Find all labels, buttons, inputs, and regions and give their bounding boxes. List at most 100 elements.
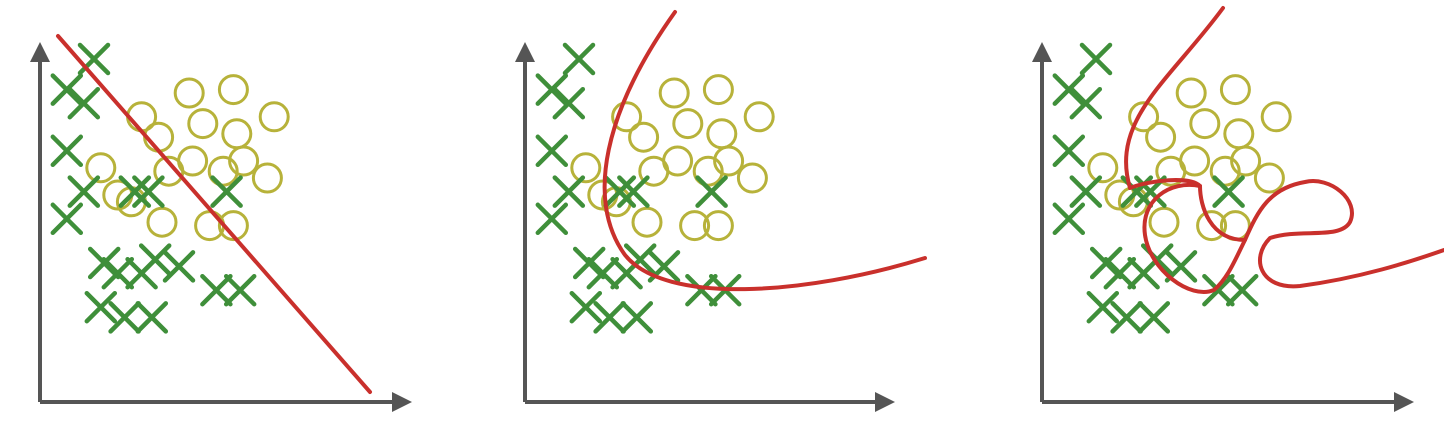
cross-marker (569, 290, 603, 324)
circle-marker (1219, 74, 1251, 106)
cross-marker (695, 175, 728, 208)
cross-marker (617, 175, 650, 208)
circle-marker (187, 108, 219, 140)
circle-points (85, 74, 290, 242)
cross-marker (200, 273, 233, 307)
boundary-curve (56, 34, 372, 394)
circle-marker (611, 101, 643, 133)
decision-boundary (1124, 6, 1444, 294)
cross-marker (1069, 175, 1103, 208)
y-axis-arrow-icon (1032, 42, 1052, 62)
circle-marker (743, 101, 775, 133)
circle-marker (702, 210, 734, 242)
circle-marker (662, 145, 694, 177)
cross-marker (1069, 86, 1103, 120)
cross-marker (552, 175, 586, 208)
cross-points (50, 42, 257, 334)
axes (30, 42, 412, 412)
circle-points (1087, 74, 1292, 242)
cross-marker (1103, 256, 1137, 290)
circle-marker (1179, 145, 1211, 177)
cross-marker (1164, 250, 1198, 283)
x-axis-arrow-icon (1394, 392, 1414, 412)
boundary-curve (1124, 6, 1444, 289)
circle-marker (1230, 145, 1262, 177)
cross-marker (562, 42, 596, 76)
cross-marker (1079, 42, 1113, 76)
cross-marker (535, 73, 569, 106)
circle-marker (570, 152, 602, 184)
cross-points (1052, 42, 1259, 334)
panel-good-fit (515, 10, 927, 412)
cross-marker (162, 250, 196, 283)
panel-overfit (1032, 6, 1444, 412)
circle-marker (1087, 152, 1119, 184)
circle-points (570, 74, 775, 242)
cross-marker (593, 301, 626, 334)
circle-marker (736, 162, 768, 194)
boundary-curve (602, 10, 927, 292)
circle-marker (672, 108, 704, 140)
cross-marker (101, 256, 135, 290)
circle-marker (1196, 210, 1228, 242)
cross-marker (535, 202, 569, 236)
circle-marker (1175, 77, 1207, 109)
cross-points (535, 42, 742, 334)
cross-marker (572, 246, 606, 280)
cross-marker (67, 86, 101, 120)
cross-marker (135, 301, 169, 334)
cross-marker (1110, 301, 1143, 334)
circle-marker (228, 145, 260, 177)
circle-marker (1223, 118, 1255, 150)
cross-marker (620, 301, 654, 334)
cross-marker (1127, 256, 1160, 290)
circle-marker (217, 210, 249, 242)
cross-marker (1052, 73, 1086, 106)
circle-marker (258, 101, 290, 133)
circle-marker (1189, 108, 1221, 140)
panel-underfit (30, 34, 412, 412)
y-axis-arrow-icon (515, 42, 535, 62)
cross-marker (1086, 290, 1120, 324)
axes (515, 42, 895, 412)
circle-marker (706, 118, 738, 150)
circle-marker (631, 206, 663, 238)
cross-marker (1137, 301, 1171, 334)
cross-marker (50, 134, 84, 168)
circle-marker (251, 162, 283, 194)
cross-marker (87, 246, 121, 280)
circle-marker (146, 206, 178, 238)
cross-marker (210, 175, 243, 208)
x-axis-arrow-icon (392, 392, 412, 412)
cross-marker (685, 273, 718, 307)
cross-marker (118, 175, 152, 208)
circle-marker (713, 145, 745, 177)
cross-marker (132, 175, 165, 208)
cross-marker (50, 73, 84, 106)
circle-marker (217, 74, 249, 106)
cross-marker (1052, 134, 1086, 168)
x-axis-arrow-icon (875, 392, 895, 412)
circle-marker (658, 77, 690, 109)
cross-marker (1052, 202, 1086, 236)
cross-marker (603, 175, 637, 208)
circle-marker (1148, 206, 1180, 238)
circle-marker (1128, 101, 1160, 133)
cross-marker (125, 256, 158, 290)
cross-marker (1212, 175, 1245, 208)
circle-marker (628, 121, 660, 153)
circle-marker (85, 152, 117, 184)
boundary-curve (1142, 183, 1247, 294)
circle-marker (1260, 101, 1292, 133)
decision-boundary (56, 34, 372, 394)
circle-marker (173, 77, 205, 109)
circle-marker (177, 145, 209, 177)
cross-marker (223, 273, 257, 307)
cross-marker (1225, 273, 1259, 307)
axes (1032, 42, 1414, 412)
cross-marker (535, 134, 569, 168)
circle-marker (679, 210, 711, 242)
circle-marker (702, 74, 734, 106)
y-axis-arrow-icon (30, 42, 50, 62)
